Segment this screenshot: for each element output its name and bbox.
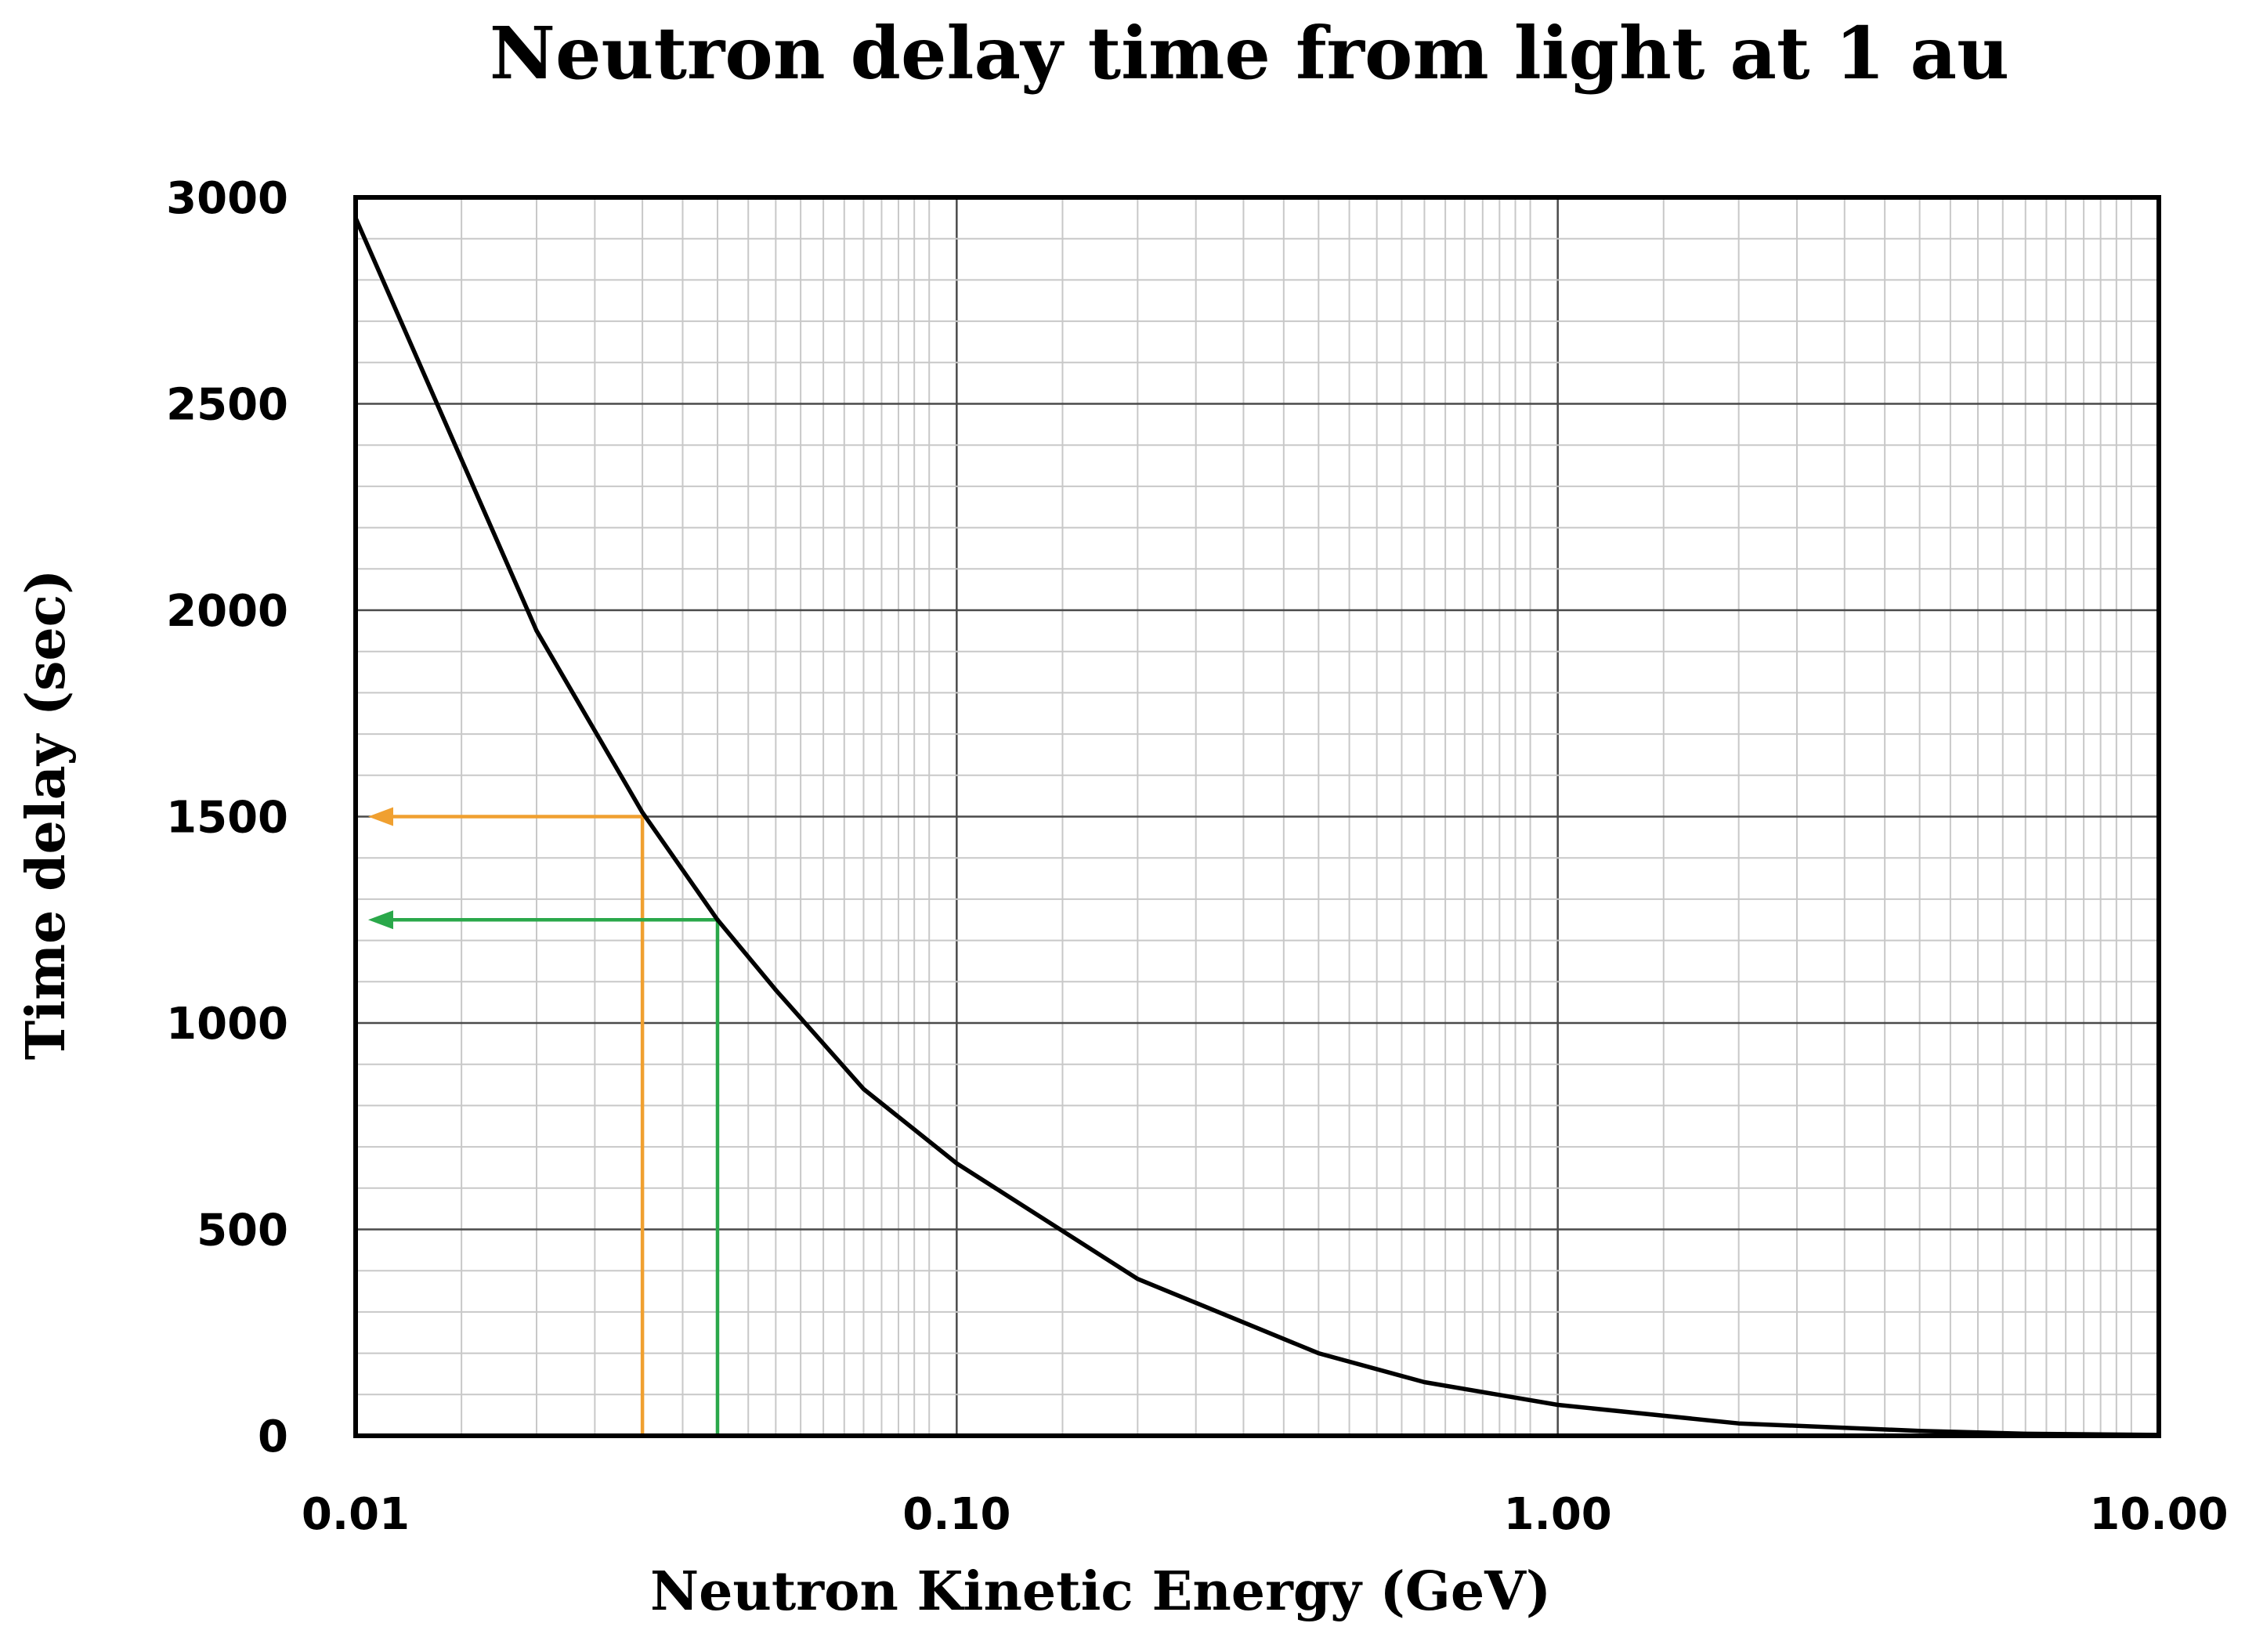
x-tick-label: 0.10 bbox=[902, 1489, 1010, 1540]
guide-arrowhead bbox=[368, 807, 393, 826]
guide-arrow-0 bbox=[368, 807, 645, 1436]
y-tick-label: 1500 bbox=[166, 793, 288, 844]
x-axis-label: Neutron Kinetic Energy (GeV) bbox=[650, 1560, 1551, 1623]
chart-title: Neutron delay time from light at 1 au bbox=[490, 11, 2009, 96]
y-axis-ticks: 0 500 1000 1500 2000 2500 3000 bbox=[166, 173, 288, 1462]
guide-arrow-line bbox=[392, 815, 645, 1436]
guide-arrowhead bbox=[368, 910, 393, 930]
guide-arrow-line bbox=[392, 918, 720, 1436]
y-tick-label: 1000 bbox=[166, 999, 288, 1050]
plot-area-frame bbox=[353, 195, 2161, 1438]
guide-arrow-1 bbox=[368, 910, 720, 1436]
series-layer bbox=[353, 217, 2160, 1437]
y-tick-label: 2000 bbox=[166, 586, 288, 637]
grid-lines bbox=[356, 197, 2159, 1436]
y-tick-label: 500 bbox=[197, 1206, 288, 1256]
x-tick-label: 10.00 bbox=[2089, 1489, 2228, 1540]
series-line-0 bbox=[353, 217, 2160, 1437]
y-tick-label: 2500 bbox=[166, 380, 288, 431]
y-axis-label: Time delay (sec) bbox=[15, 569, 78, 1061]
x-tick-label: 0.01 bbox=[302, 1489, 410, 1540]
x-axis-ticks: 0.01 0.10 1.00 10.00 bbox=[302, 1489, 2229, 1540]
guide-arrows bbox=[368, 807, 720, 1436]
y-tick-label: 3000 bbox=[166, 173, 288, 224]
y-tick-label: 0 bbox=[258, 1412, 288, 1462]
x-tick-label: 1.00 bbox=[1504, 1489, 1612, 1540]
